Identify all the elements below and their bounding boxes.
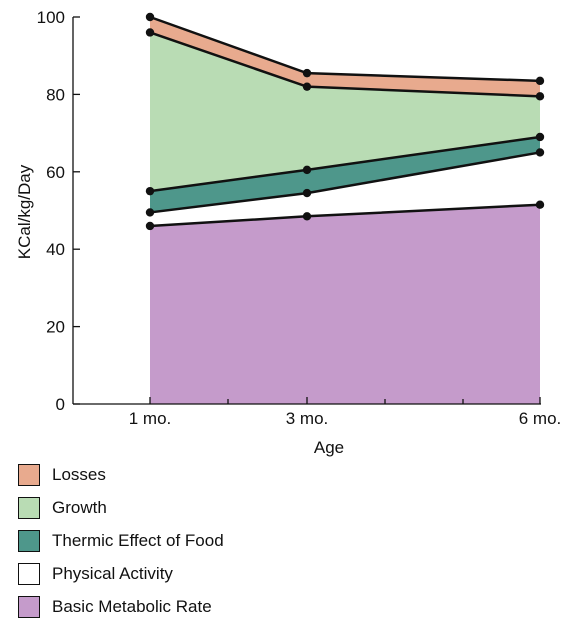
point-losses-3 xyxy=(535,76,545,86)
point-basic-metabolic-rate-2 xyxy=(302,212,312,221)
area-thermic-effect-of-food xyxy=(150,136,540,213)
area-growth xyxy=(150,32,540,192)
x-tick-label: 1 mo. xyxy=(129,409,172,428)
y-tick-label: 80 xyxy=(46,85,65,104)
y-tick-label: 60 xyxy=(46,163,65,182)
point-losses-2 xyxy=(302,68,312,78)
legend-label: Basic Metabolic Rate xyxy=(52,597,212,616)
legend-swatch xyxy=(18,496,40,519)
point-thermic-effect-of-food-2 xyxy=(302,165,312,175)
y-tick-label: 100 xyxy=(37,8,65,27)
point-thermic-effect-of-food-3 xyxy=(535,132,545,142)
area-losses xyxy=(150,17,540,97)
x-tick-label: 3 mo. xyxy=(286,409,329,428)
legend-item-thermic-effect-of-food: Thermic Effect of Food xyxy=(18,524,224,557)
legend-item-basic-metabolic-rate: Basic Metabolic Rate xyxy=(18,590,224,623)
point-physical-activity-1 xyxy=(145,208,155,217)
point-basic-metabolic-rate-1 xyxy=(145,221,155,231)
legend-swatch xyxy=(18,463,40,486)
legend-item-growth: Growth xyxy=(18,491,224,524)
tick-labels: 0 20 40 60 80 100 1 mo. 3 mo. 6 mo. xyxy=(37,8,562,428)
chart-points xyxy=(145,12,545,231)
point-physical-activity-3 xyxy=(535,148,545,157)
x-tick-label: 6 mo. xyxy=(519,409,562,428)
y-tick-label: 0 xyxy=(56,395,65,414)
chart-areas xyxy=(150,17,540,404)
legend: Losses Growth Thermic Effect of Food Physic… xyxy=(18,458,224,623)
legend-item-losses: Losses xyxy=(18,458,224,491)
chart: 0 20 40 60 80 100 1 mo. 3 mo. 6 mo. Age KCal/kg/… xyxy=(15,8,562,457)
y-tick-label: 20 xyxy=(46,318,65,337)
point-losses-1 xyxy=(145,12,155,22)
point-growth-2 xyxy=(302,82,312,91)
point-physical-activity-2 xyxy=(302,188,312,198)
point-growth-3 xyxy=(535,92,545,101)
point-basic-metabolic-rate-3 xyxy=(535,200,545,209)
area-basic-metabolic-rate xyxy=(150,204,540,404)
legend-swatch xyxy=(18,595,40,618)
y-axis-label: KCal/kg/Day xyxy=(15,164,34,259)
chart-axes xyxy=(72,16,541,405)
point-growth-1 xyxy=(145,28,155,37)
point-thermic-effect-of-food-1 xyxy=(145,186,155,196)
y-tick-label: 40 xyxy=(46,240,65,259)
area-physical-activity xyxy=(150,152,540,226)
legend-item-physical-activity: Physical Activity xyxy=(18,557,224,590)
legend-swatch xyxy=(18,562,40,585)
x-axis-label: Age xyxy=(314,438,344,457)
legend-label: Losses xyxy=(52,465,106,484)
legend-label: Thermic Effect of Food xyxy=(52,531,224,550)
legend-label: Physical Activity xyxy=(52,564,173,583)
legend-label: Growth xyxy=(52,498,107,517)
legend-swatch xyxy=(18,529,40,552)
